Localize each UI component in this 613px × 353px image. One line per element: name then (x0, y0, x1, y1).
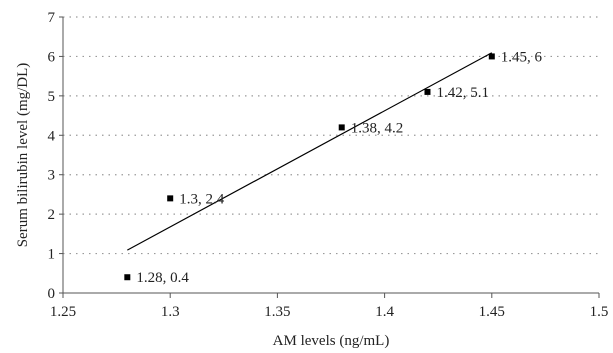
y-tick-label: 5 (48, 89, 56, 105)
y-tick-label: 3 (48, 168, 56, 184)
data-point (124, 274, 131, 281)
gridlines (63, 16, 599, 255)
axes (59, 16, 600, 298)
data-points (124, 53, 495, 281)
y-axis-title: Serum bilirubin level (mg/DL) (15, 63, 31, 248)
data-labels: 1.28, 0.4 1.3, 2.4 1.38, 4.2 1.42, 5.1 1.45,… (136, 49, 542, 286)
data-label: 1.42, 5.1 (436, 85, 489, 101)
y-tick-label: 1 (48, 247, 56, 263)
data-point (424, 88, 431, 95)
x-tick-label: 1.25 (50, 304, 76, 320)
data-label: 1.3, 2.4 (179, 191, 225, 207)
y-tick-label: 4 (48, 128, 56, 144)
x-tick-label: 1.5 (590, 304, 609, 320)
x-tick-label: 1.4 (375, 304, 394, 320)
data-label: 1.45, 6 (501, 49, 543, 65)
y-tick-label: 7 (48, 10, 56, 26)
tick-labels: 0 1 2 3 4 5 6 7 1.25 1.3 1.35 1.4 1.45 1.5 (48, 10, 609, 320)
y-tick-label: 2 (48, 207, 56, 223)
trendline (127, 52, 493, 251)
data-point (338, 124, 345, 131)
data-label: 1.28, 0.4 (136, 270, 189, 286)
data-label: 1.38, 4.2 (351, 120, 404, 136)
x-axis-title: AM levels (ng/mL) (273, 333, 390, 349)
x-tick-label: 1.35 (264, 304, 290, 320)
y-tick-label: 6 (48, 49, 56, 65)
data-point (167, 195, 174, 202)
x-tick-label: 1.45 (479, 304, 505, 320)
y-tick-label: 0 (48, 286, 56, 302)
trendline-group (127, 52, 493, 251)
data-point (488, 53, 495, 60)
x-tick-label: 1.3 (161, 304, 180, 320)
